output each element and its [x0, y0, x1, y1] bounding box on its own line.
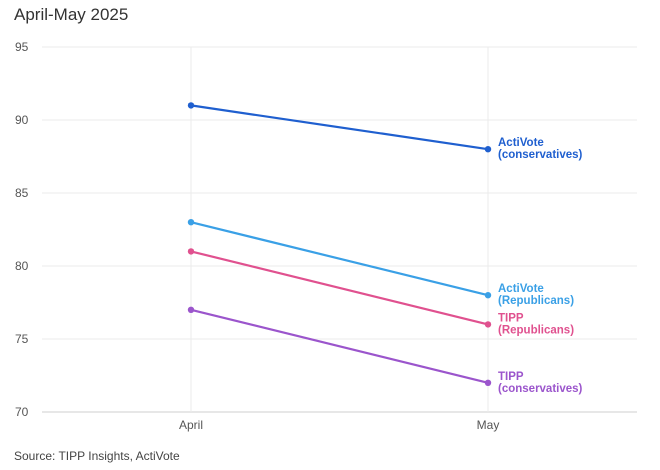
series-label: ActiVote (conservatives) [498, 137, 583, 161]
chart-source: Source: TIPP Insights, ActiVote [14, 449, 180, 463]
y-tick-label: 95 [15, 40, 29, 54]
series-label-line: TIPP [498, 371, 524, 383]
grid-lines [42, 46, 637, 413]
series-label: ActiVote (Republicans) [498, 283, 574, 307]
series-label-line: TIPP [498, 312, 524, 324]
series-label: TIPP (conservatives) [498, 371, 583, 395]
data-point [187, 219, 195, 226]
series-line [189, 104, 490, 151]
data-point [484, 292, 492, 299]
series-label: TIPP (Republicans) [498, 312, 574, 336]
data-point [187, 248, 195, 255]
series-line [189, 250, 490, 326]
series-label-line: (Republicans) [498, 295, 574, 307]
series-label-line: (Republicans) [498, 324, 574, 336]
series-label-line: ActiVote [498, 137, 544, 149]
x-tick-label: May [477, 418, 500, 432]
series-label-line: (conservatives) [498, 149, 583, 161]
data-point [484, 321, 492, 328]
chart-title: April-May 2025 [14, 5, 129, 24]
y-tick-label: 75 [15, 332, 29, 346]
series-line [189, 308, 490, 384]
series-label-line: ActiVote [498, 283, 544, 295]
data-point [484, 379, 492, 386]
x-tick-label: April [179, 418, 203, 432]
series-label-line: (conservatives) [498, 383, 583, 395]
series-labels: ActiVote (conservatives)ActiVote (Republic… [498, 137, 583, 395]
series-lines [187, 102, 492, 386]
y-tick-label: 70 [15, 405, 29, 419]
axis-labels: 70 75 80 85 90 95 April May [15, 40, 499, 432]
series-line [189, 221, 490, 297]
y-tick-label: 90 [15, 113, 29, 127]
data-point [484, 146, 492, 153]
data-point [187, 102, 195, 109]
y-tick-label: 85 [15, 186, 29, 200]
y-tick-label: 80 [15, 259, 29, 273]
data-point [187, 306, 195, 313]
